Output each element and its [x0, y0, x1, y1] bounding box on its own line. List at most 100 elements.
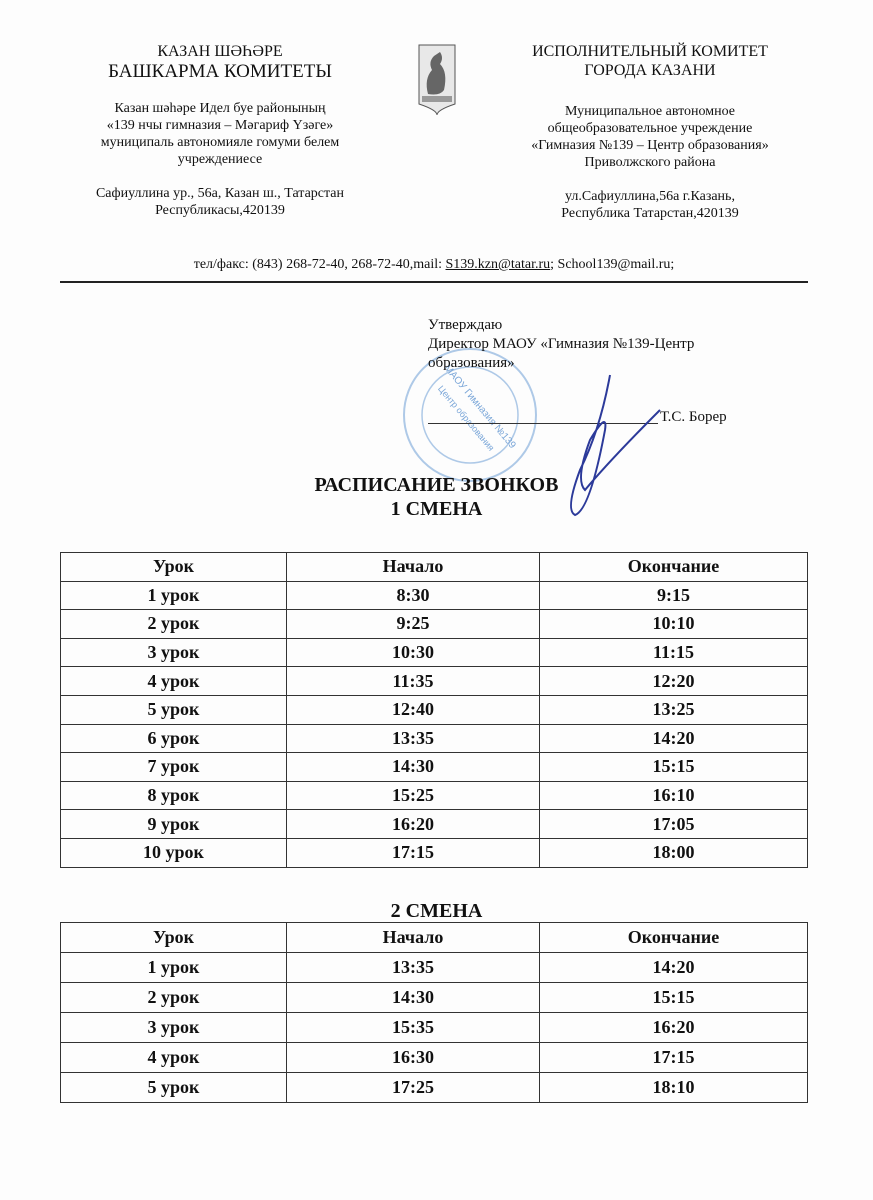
right-org-line: «Гимназия №139 – Центр образования»: [531, 138, 769, 153]
approval-line: образования»: [428, 355, 515, 371]
shift1-table: Урок Начало Окончание 1 урок 8:30 9:15 2 ур…: [60, 552, 808, 868]
table-row: 3 урок 10:30 11:15: [60, 637, 808, 668]
document-title: РАСПИСАНИЕ ЗВОНКОВ: [314, 474, 559, 496]
end-cell: 17:15: [539, 1042, 808, 1073]
start-cell: 13:35: [286, 952, 540, 983]
start-cell: 15:25: [286, 780, 540, 811]
table-row: 1 урок 13:35 14:20: [60, 952, 808, 983]
left-org-line: Казан шәһәре Идел буе районының: [114, 101, 326, 116]
end-cell: 16:10: [539, 780, 808, 811]
header-left: КАЗАН ШӘҺӘРЕ БАШКАРМА КОМИТЕТЫ Казан шәһ…: [60, 42, 380, 219]
left-address-line: Сафиуллина ур., 56а, Казан ш., Татарстан: [95, 186, 345, 201]
right-address-line: Республика Татарстан,420139: [561, 206, 739, 221]
start-cell: 12:40: [286, 694, 540, 725]
shift1-title: 1 СМЕНА: [390, 498, 483, 520]
right-line1: ИСПОЛНИТЕЛЬНЫЙ КОМИТЕТ: [532, 43, 768, 60]
contacts-line: тел/факс: (843) 268-72-40, 268-72-40,mai…: [60, 257, 808, 273]
start-cell: 16:20: [286, 809, 540, 839]
end-cell: 18:00: [539, 837, 808, 868]
lesson-cell: 10 урок: [60, 837, 287, 868]
lesson-cell: 9 урок: [60, 809, 287, 839]
start-cell: 13:35: [286, 723, 540, 754]
end-cell: 18:10: [539, 1072, 808, 1103]
lesson-cell: 5 урок: [60, 1072, 287, 1103]
start-cell: 9:25: [286, 609, 540, 639]
signature-line: [428, 423, 658, 424]
lesson-cell: 8 урок: [60, 780, 287, 811]
approval-line: Утверждаю: [428, 317, 503, 333]
header-divider: [60, 281, 808, 283]
start-cell: 14:30: [286, 752, 540, 782]
table-row: 5 урок 12:40 13:25: [60, 694, 808, 725]
end-cell: 10:10: [539, 609, 808, 639]
left-address-line: Республикасы,420139: [155, 203, 285, 218]
lesson-cell: 6 урок: [60, 723, 287, 754]
column-header: Начало: [286, 922, 540, 953]
lesson-cell: 5 урок: [60, 694, 287, 725]
end-cell: 15:15: [539, 752, 808, 782]
table-row: 8 урок 15:25 16:10: [60, 780, 808, 811]
end-cell: 15:15: [539, 982, 808, 1013]
start-cell: 10:30: [286, 637, 540, 668]
approval-line: Директор МАОУ «Гимназия №139-Центр: [428, 336, 695, 352]
table-row: 3 урок 15:35 16:20: [60, 1012, 808, 1043]
table-row: 2 урок 14:30 15:15: [60, 982, 808, 1013]
start-cell: 17:25: [286, 1072, 540, 1103]
table-row: 4 урок 11:35 12:20: [60, 666, 808, 696]
column-header: Начало: [286, 552, 540, 582]
right-org-line: Приволжского района: [584, 155, 716, 170]
lesson-cell: 2 урок: [60, 982, 287, 1013]
lesson-cell: 1 урок: [60, 580, 287, 611]
end-cell: 16:20: [539, 1012, 808, 1043]
start-cell: 14:30: [286, 982, 540, 1013]
end-cell: 12:20: [539, 666, 808, 696]
handwritten-signature: [570, 374, 661, 517]
right-address-line: ул.Сафиуллина,56а г.Казань,: [565, 189, 735, 204]
table-row: 7 урок 14:30 15:15: [60, 752, 808, 782]
end-cell: 9:15: [539, 580, 808, 611]
left-line1: КАЗАН ШӘҺӘРЕ: [157, 43, 283, 60]
column-header: Окончание: [539, 922, 808, 953]
left-org-line: муниципаль автономияле гомуми белем: [100, 135, 340, 150]
lesson-cell: 4 урок: [60, 666, 287, 696]
lesson-cell: 3 урок: [60, 637, 287, 668]
start-cell: 8:30: [286, 580, 540, 611]
start-cell: 16:30: [286, 1042, 540, 1073]
official-stamp: МАОУ Гимназия №139 Центр образования: [403, 348, 537, 482]
lesson-cell: 3 урок: [60, 1012, 287, 1043]
table-row: 9 урок 16:20 17:05: [60, 809, 808, 839]
table-row: 10 урок 17:15 18:00: [60, 837, 808, 868]
shift2-table: Урок Начало Окончание 1 урок 13:35 14:20 2 …: [60, 922, 808, 1103]
shift2-title: 2 СМЕНА: [390, 900, 483, 922]
approval-block: Утверждаю Директор МАОУ «Гимназия №139-Ц…: [428, 316, 748, 373]
lesson-cell: 2 урок: [60, 609, 287, 639]
email-link[interactable]: S139.kzn@tatar.ru: [445, 257, 551, 272]
signatory-name: Т.С. Борер: [660, 409, 727, 425]
column-header: Окончание: [539, 552, 808, 582]
end-cell: 17:05: [539, 809, 808, 839]
lesson-cell: 4 урок: [60, 1042, 287, 1073]
start-cell: 11:35: [286, 666, 540, 696]
table-row: 1 урок 8:30 9:15: [60, 580, 808, 611]
end-cell: 13:25: [539, 694, 808, 725]
header-right: ИСПОЛНИТЕЛЬНЫЙ КОМИТЕТ ГОРОДА КАЗАНИ Мун…: [495, 42, 805, 222]
end-cell: 14:20: [539, 723, 808, 754]
end-cell: 11:15: [539, 637, 808, 668]
start-cell: 17:15: [286, 837, 540, 868]
right-org-line: общеобразовательное учреждение: [547, 121, 753, 136]
table-row: 2 урок 9:25 10:10: [60, 609, 808, 639]
start-cell: 15:35: [286, 1012, 540, 1043]
column-header: Урок: [60, 552, 287, 582]
coat-of-arms-icon: [418, 44, 456, 116]
table-row: 5 урок 17:25 18:10: [60, 1072, 808, 1103]
contacts-email2: ; School139@mail.ru;: [550, 257, 675, 272]
table-row: 6 урок 13:35 14:20: [60, 723, 808, 754]
left-org-line: учреждениесе: [177, 152, 263, 167]
end-cell: 14:20: [539, 952, 808, 983]
column-header: Урок: [60, 922, 287, 953]
right-org-line: Муниципальное автономное: [564, 104, 736, 119]
lesson-cell: 7 урок: [60, 752, 287, 782]
right-line2: ГОРОДА КАЗАНИ: [584, 62, 716, 79]
contacts-phone: тел/факс: (843) 268-72-40, 268-72-40,mai…: [193, 257, 446, 272]
